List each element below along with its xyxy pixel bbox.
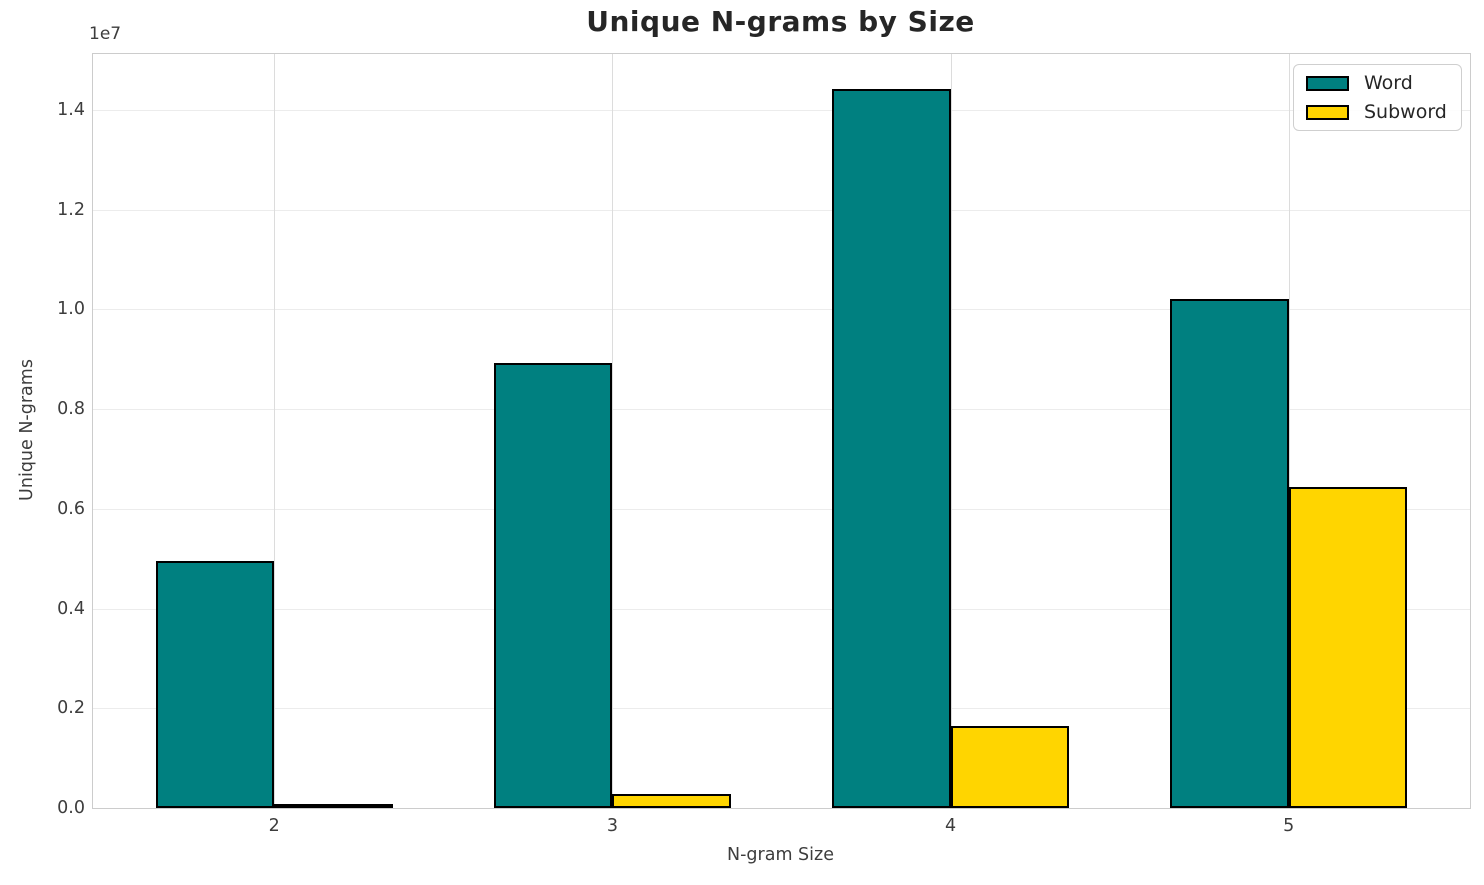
bar-subword-3 bbox=[612, 793, 732, 808]
gridline-horizontal bbox=[93, 309, 1470, 311]
gridline-horizontal bbox=[93, 109, 1470, 111]
legend-entry-word: Word bbox=[1306, 72, 1449, 94]
gridline-vertical bbox=[1288, 54, 1290, 808]
x-tick-label: 5 bbox=[1283, 816, 1295, 836]
bar-word-5 bbox=[1170, 298, 1289, 808]
legend-entry-subword: Subword bbox=[1306, 101, 1449, 123]
y-tick-label: 0.4 bbox=[57, 598, 85, 619]
x-axis-label: N-gram Size bbox=[727, 845, 834, 865]
bar-word-2 bbox=[155, 561, 275, 808]
bar-word-4 bbox=[831, 88, 951, 808]
legend-swatch-subword bbox=[1306, 104, 1349, 120]
y-axis-offset-label: 1e7 bbox=[89, 24, 122, 44]
gridline-vertical bbox=[612, 54, 614, 808]
gridline-horizontal bbox=[93, 409, 1470, 411]
gridline-horizontal bbox=[93, 209, 1470, 211]
chart-title: Unique N-grams by Size bbox=[586, 5, 975, 38]
x-tick-label: 4 bbox=[945, 816, 957, 836]
bar-subword-5 bbox=[1288, 486, 1408, 808]
bar-subword-2 bbox=[274, 804, 393, 808]
gridline-horizontal bbox=[93, 708, 1470, 710]
legend: Word Subword bbox=[1293, 64, 1462, 131]
y-tick-label: 1.0 bbox=[57, 299, 85, 320]
y-tick-label: 1.2 bbox=[57, 199, 85, 220]
x-tick-label: 2 bbox=[268, 816, 280, 836]
legend-swatch-word bbox=[1306, 75, 1349, 91]
y-tick-label: 0.2 bbox=[57, 698, 85, 719]
y-tick-label: 0.0 bbox=[57, 798, 85, 818]
gridline-horizontal bbox=[93, 508, 1470, 510]
y-tick-label: 0.6 bbox=[57, 498, 85, 519]
y-tick-label: 1.4 bbox=[57, 99, 85, 120]
legend-label-subword: Subword bbox=[1364, 101, 1447, 123]
y-tick-label: 0.8 bbox=[57, 399, 85, 420]
legend-label-word: Word bbox=[1364, 72, 1413, 94]
y-axis-label: Unique N-grams bbox=[17, 359, 37, 501]
plot-area: 0.0 0.2 0.4 0.6 0.8 1.0 1.2 1.4 2 3 4 5 bbox=[57, 53, 1471, 836]
gridline-vertical bbox=[950, 54, 952, 808]
bar-word-3 bbox=[493, 362, 613, 808]
bar-subword-4 bbox=[950, 726, 1070, 808]
x-tick-label: 3 bbox=[606, 816, 618, 836]
gridline-vertical bbox=[274, 54, 276, 808]
gridline-horizontal bbox=[93, 608, 1470, 610]
